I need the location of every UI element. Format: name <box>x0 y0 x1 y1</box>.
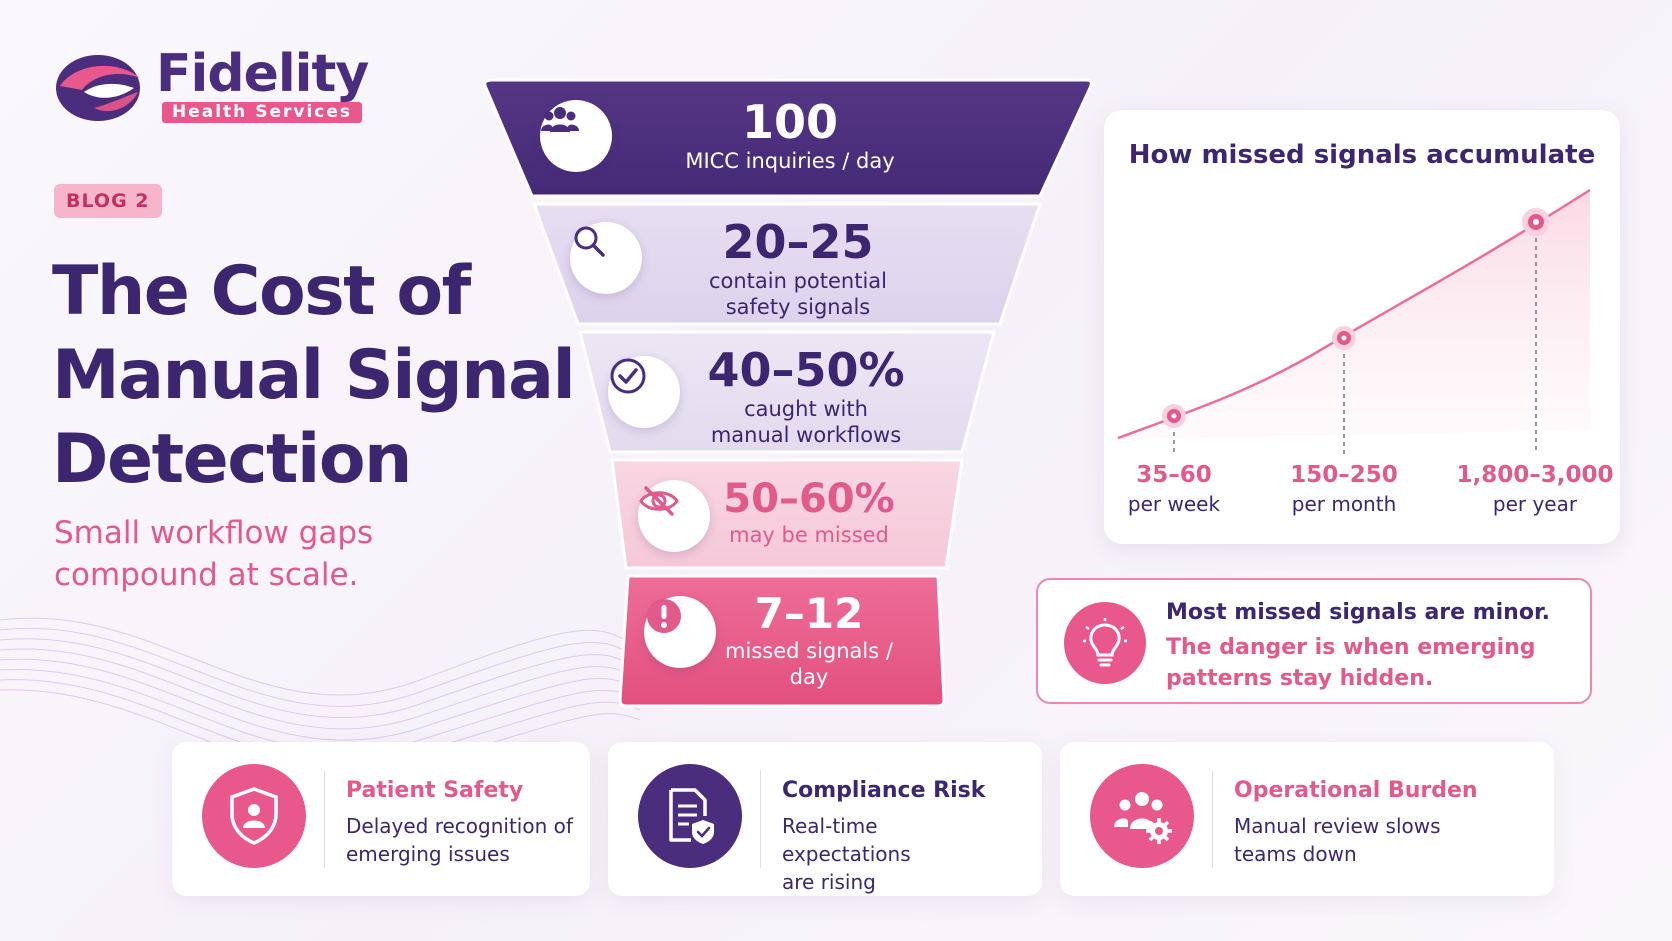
title-line: The Cost of <box>52 252 471 331</box>
title-line: Manual Signal <box>52 336 576 415</box>
card-description: Manual review slows teams down <box>1234 812 1464 868</box>
logo-mark-icon <box>56 55 140 121</box>
card-divider <box>760 770 761 868</box>
insight-line-2: The danger is when emerging patterns sta… <box>1166 632 1566 694</box>
card-desc-line: are rising <box>782 870 876 894</box>
point-value: 1,800–3,000 <box>1456 462 1614 488</box>
brand-logo: Fidelity Health Services <box>54 44 414 130</box>
card-compliance-risk: Compliance Risk Real-time expectations a… <box>608 742 1042 896</box>
funnel-value: 20–25 <box>722 215 874 269</box>
funnel-label: manual workflows <box>710 423 902 447</box>
users-icon <box>540 100 612 172</box>
eye-off-icon <box>638 480 710 552</box>
funnel-label: caught with <box>744 397 868 421</box>
chart-point-label: 1,800–3,000 per year <box>1450 462 1620 516</box>
funnel-stage-1 <box>483 78 1093 198</box>
card-patient-safety: Patient Safety Delayed recognition of em… <box>172 742 590 896</box>
page-subtitle: Small workflow gaps compound at scale. <box>54 512 534 596</box>
title-line: Detection <box>52 420 412 499</box>
funnel-stage-3 <box>578 330 996 454</box>
funnel-stage-4 <box>610 458 964 570</box>
chart-point-label: 150–250 per month <box>1259 462 1429 516</box>
funnel-label: missed signals / <box>725 639 893 663</box>
data-point <box>1162 404 1186 428</box>
funnel-value: 40–50% <box>707 343 905 397</box>
funnel-stage-1-text: 100 MICC inquiries / day <box>640 96 940 174</box>
funnel-label: safety signals <box>725 295 871 319</box>
accumulation-chart-card: How missed signals accumulate 35–60 per … <box>1104 110 1620 544</box>
point-value: 150–250 <box>1290 462 1398 488</box>
shield-user-icon <box>202 764 306 868</box>
funnel-label: may be missed <box>729 523 889 547</box>
insight-line-1: Most missed signals are minor. <box>1166 600 1551 625</box>
accumulation-curve <box>1117 188 1591 454</box>
funnel-stage-3-text: 40–50% caught with manual workflows <box>686 344 926 448</box>
card-description: Real-time expectations are rising <box>782 812 1012 896</box>
card-desc-line: Delayed recognition of <box>346 814 573 838</box>
card-heading: Operational Burden <box>1234 778 1478 803</box>
card-heading: Compliance Risk <box>782 778 986 803</box>
card-divider <box>324 770 325 868</box>
subtitle-line: Small workflow gaps <box>54 515 374 551</box>
card-desc-line: Manual review slows <box>1234 814 1441 838</box>
chart-point-label: 35–60 per week <box>1089 462 1259 516</box>
team-gear-icon <box>1090 764 1194 868</box>
brand-sub: Health Services <box>162 102 362 123</box>
data-point <box>1332 326 1356 350</box>
insight-text: The danger is when emerging <box>1166 635 1536 660</box>
point-unit: per week <box>1127 492 1221 516</box>
funnel-label: contain potential <box>708 269 888 293</box>
point-value: 35–60 <box>1136 462 1212 488</box>
funnel-stage-5 <box>618 574 946 708</box>
insight-callout: Most missed signals are minor. The dange… <box>1036 578 1592 704</box>
chart-title: How missed signals accumulate <box>1128 140 1596 170</box>
brand-name: Fidelity <box>156 44 369 104</box>
data-point <box>1522 208 1550 236</box>
point-unit: per month <box>1291 492 1397 516</box>
funnel-stage-5-text: 7–12 missed signals / day <box>714 590 904 690</box>
alert-icon <box>644 596 716 668</box>
card-divider <box>1212 770 1213 868</box>
funnel-value: 7–12 <box>754 589 864 638</box>
card-desc-line: Real-time expectations <box>782 814 911 866</box>
card-operational-burden: Operational Burden Manual review slows t… <box>1060 742 1554 896</box>
funnel-stage-4-text: 50–60% may be missed <box>704 476 914 548</box>
lightbulb-icon <box>1064 602 1146 684</box>
card-heading: Patient Safety <box>346 778 524 803</box>
card-desc-line: teams down <box>1234 842 1357 866</box>
blog-badge: BLOG 2 <box>54 184 162 218</box>
page-title: The Cost of Manual Signal Detection <box>52 250 612 502</box>
funnel-value: 100 <box>741 95 839 149</box>
document-shield-icon <box>638 764 742 868</box>
check-circle-icon <box>608 356 680 428</box>
card-description: Delayed recognition of emerging issues <box>346 812 576 868</box>
funnel-label: day <box>789 665 829 689</box>
subtitle-line: compound at scale. <box>54 557 359 593</box>
funnel-label: MICC inquiries / day <box>685 149 895 173</box>
funnel-stage-2-text: 20–25 contain potential safety signals <box>658 216 938 320</box>
card-desc-line: emerging issues <box>346 842 510 866</box>
point-unit: per year <box>1492 492 1578 516</box>
funnel-value: 50–60% <box>723 476 895 522</box>
insight-text: patterns stay hidden. <box>1166 666 1434 691</box>
